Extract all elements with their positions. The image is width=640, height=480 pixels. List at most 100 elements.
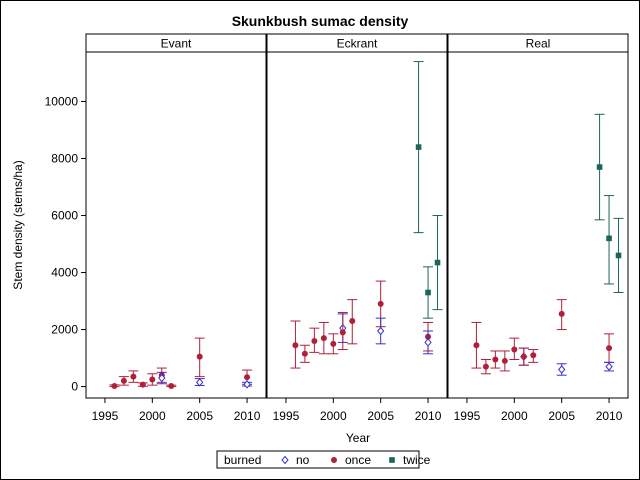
point-marker <box>596 164 603 170</box>
x-tick-label: 2010 <box>234 409 261 423</box>
legend-label: twice <box>403 453 431 467</box>
data-point-once <box>299 344 310 363</box>
panel-separators <box>265 34 449 398</box>
data-point-no <box>556 363 567 376</box>
data-point-once <box>309 327 320 353</box>
data-point-once <box>166 383 177 390</box>
panel-real: Real 1995 2000 2005 2010 <box>447 33 629 423</box>
point-marker <box>130 373 137 380</box>
legend-item-once: once <box>331 453 371 467</box>
point-marker <box>530 352 537 359</box>
panels-group: Evant 1995 2000 2005 2010 Eckrant 1995 2000 2005… <box>45 33 629 423</box>
data-point-once <box>337 311 348 351</box>
data-point-no <box>156 371 167 385</box>
data-point-once <box>518 347 529 366</box>
point-marker <box>415 144 422 150</box>
data-point-once <box>480 359 491 375</box>
legend-label: no <box>296 453 310 467</box>
x-tick-label: 2005 <box>548 409 575 423</box>
x-tick-label: 2005 <box>367 409 394 423</box>
point-marker <box>292 342 299 349</box>
point-marker <box>425 289 431 296</box>
point-marker <box>158 373 166 383</box>
data-point-twice <box>604 195 615 285</box>
data-point-once <box>194 337 205 378</box>
point-marker <box>111 383 118 390</box>
point-marker <box>501 357 508 364</box>
point-marker <box>349 318 356 325</box>
data-point-no <box>242 380 253 389</box>
y-tick-label: 6000 <box>51 209 78 223</box>
data-point-once <box>528 349 539 363</box>
x-tick-label: 1995 <box>273 409 300 423</box>
data-point-twice <box>594 113 605 221</box>
data-point-no <box>194 378 205 387</box>
x-tick-label: 2000 <box>501 409 528 423</box>
x-tick-label: 1995 <box>92 409 119 423</box>
point-marker <box>511 346 518 353</box>
data-point-once <box>147 373 158 386</box>
x-axis-label: Year <box>346 431 370 445</box>
point-marker <box>377 300 384 307</box>
y-tick-label: 2000 <box>51 323 78 337</box>
data-point-twice <box>432 215 443 311</box>
point-marker <box>605 362 613 371</box>
y-tick-label: 10000 <box>45 94 79 108</box>
x-tick-label: 2010 <box>596 409 623 423</box>
legend-marker <box>281 455 289 465</box>
legend-items: no once twice <box>281 453 431 467</box>
data-point-twice <box>613 217 624 294</box>
point-marker <box>196 353 203 360</box>
data-point-twice <box>413 61 424 234</box>
data-point-once <box>556 299 567 331</box>
legend-item-no: no <box>281 453 310 467</box>
x-tick-label: 2000 <box>320 409 347 423</box>
data-point-no <box>423 330 434 355</box>
legend-item-twice: twice <box>389 453 431 467</box>
point-marker <box>311 337 318 344</box>
x-tick-label: 1995 <box>454 409 481 423</box>
legend-marker <box>331 457 337 463</box>
data-point-once <box>318 321 329 355</box>
data-point-once <box>499 350 510 372</box>
y-axis: 0 2000 4000 6000 8000 10000 <box>45 94 86 394</box>
point-marker <box>558 365 566 374</box>
data-point-twice <box>423 266 434 319</box>
data-point-once <box>509 337 520 361</box>
legend: burned no once twice <box>216 450 431 469</box>
panel-title: Evant <box>161 37 192 51</box>
panel-eckrant: Eckrant 1995 2000 2005 2010 <box>266 33 448 423</box>
point-marker <box>473 342 480 349</box>
point-marker <box>168 383 175 390</box>
point-marker <box>243 380 251 389</box>
point-marker <box>139 381 146 388</box>
y-tick-label: 4000 <box>51 266 78 280</box>
point-marker <box>196 378 204 387</box>
point-marker <box>520 353 527 360</box>
point-marker <box>330 340 337 347</box>
point-marker <box>377 326 385 336</box>
y-tick-label: 8000 <box>51 151 78 165</box>
point-marker <box>482 363 489 370</box>
point-marker <box>424 338 432 347</box>
point-marker <box>492 356 499 363</box>
data-point-once <box>118 376 129 386</box>
panel-title: Eckrant <box>337 37 378 51</box>
data-point-once <box>490 350 501 369</box>
point-marker <box>244 374 251 381</box>
panel-evant: Evant 1995 2000 2005 2010 <box>85 33 267 423</box>
legend-title: burned <box>224 453 261 467</box>
x-tick-label: 2000 <box>139 409 166 423</box>
x-tick-label: 2010 <box>415 409 442 423</box>
data-point-once <box>471 321 482 369</box>
point-marker <box>339 329 346 336</box>
data-point-once <box>328 333 339 355</box>
data-point-once <box>137 381 148 388</box>
data-point-once <box>347 299 358 345</box>
data-point-once <box>128 370 139 383</box>
point-marker <box>434 259 441 266</box>
y-tick-label: 0 <box>71 380 78 394</box>
